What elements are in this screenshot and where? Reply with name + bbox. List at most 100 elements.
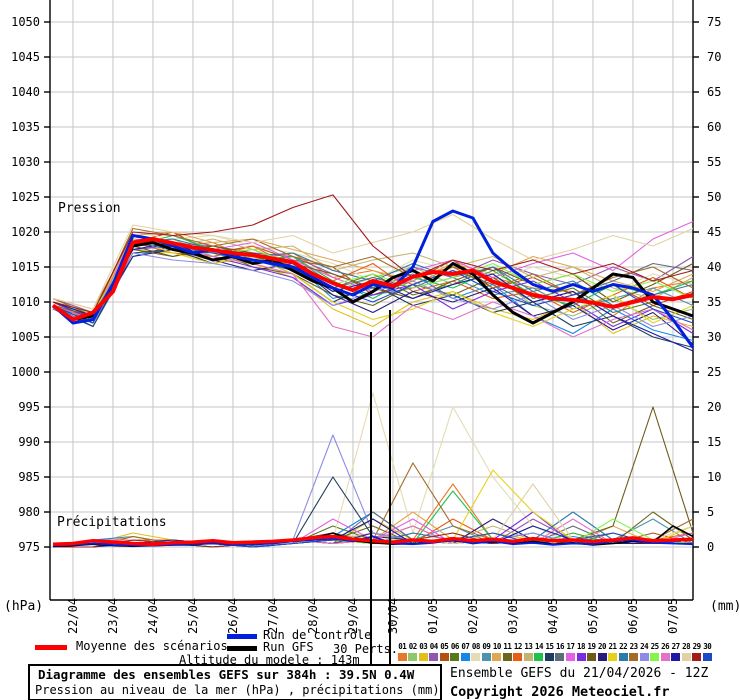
svg-text:65: 65 (707, 85, 721, 99)
member-color-swatch (692, 653, 702, 661)
svg-text:07/05: 07/05 (666, 598, 680, 634)
svg-text:55: 55 (707, 155, 721, 169)
member-number: 10 (492, 642, 502, 651)
member-cell-22: 22 (618, 642, 629, 661)
mean-pressure (51, 237, 694, 322)
svg-text:975: 975 (18, 540, 40, 554)
member-cell-01: 01 (397, 642, 408, 661)
member-number: 30 (703, 642, 712, 651)
gfs-line-swatch (227, 646, 257, 651)
member-number: 25 (650, 642, 660, 651)
member-cell-16: 16 (555, 642, 566, 661)
svg-text:Précipitations: Précipitations (57, 515, 167, 530)
member-number: 18 (577, 642, 586, 651)
svg-text:10: 10 (707, 470, 721, 484)
member-color-swatch (671, 653, 681, 661)
member-19-pressure (52, 245, 694, 317)
svg-text:0: 0 (707, 540, 714, 554)
copyright-label: Copyright 2026 Meteociel.fr (450, 684, 670, 700)
svg-text:35: 35 (707, 295, 721, 309)
member-color-swatch (471, 653, 481, 661)
svg-text:15: 15 (707, 435, 721, 449)
member-color-swatch (629, 653, 639, 661)
member-cell-13: 13 (523, 642, 534, 661)
legend-gfs-label: Run GFS (263, 640, 314, 654)
svg-text:27/04: 27/04 (266, 598, 280, 634)
member-color-swatch (566, 653, 575, 661)
member-number: 08 (471, 642, 481, 651)
svg-text:1005: 1005 (11, 330, 40, 344)
svg-text:06/05: 06/05 (626, 598, 640, 634)
member-24-precip (52, 434, 694, 548)
svg-text:25: 25 (707, 365, 721, 379)
member-cell-28: 28 (681, 642, 692, 661)
svg-text:25/04: 25/04 (186, 598, 200, 634)
svg-text:23/04: 23/04 (106, 598, 120, 634)
member-number: 19 (587, 642, 597, 651)
svg-text:(mm): (mm) (710, 599, 740, 614)
member-number: 09 (482, 642, 491, 651)
chart-title: Diagramme des ensembles GEFS sur 384h : … (38, 667, 415, 682)
forecast-range-marker-line-1 (370, 332, 372, 666)
svg-text:45: 45 (707, 225, 721, 239)
member-color-swatch (439, 653, 449, 661)
legend-mean-label: Moyenne des scénarios (76, 639, 228, 653)
svg-text:29/04: 29/04 (346, 598, 360, 634)
legend-control-label: Run de contrôle (263, 628, 372, 642)
svg-text:(hPa): (hPa) (4, 599, 43, 614)
member-color-swatch (481, 653, 491, 661)
svg-text:05/05: 05/05 (586, 598, 600, 634)
member-21-pressure (52, 238, 694, 328)
member-color-swatch (608, 653, 618, 661)
member-12-pressure (52, 241, 694, 324)
svg-text:1050: 1050 (11, 15, 40, 29)
svg-text:20: 20 (707, 400, 721, 414)
member-cell-11: 11 (502, 642, 513, 661)
member-color-swatch (660, 653, 670, 661)
member-number: 22 (619, 642, 628, 651)
svg-text:5: 5 (707, 505, 714, 519)
perts-count-label: 30 Perts. (333, 642, 399, 656)
member-color-swatch (408, 653, 418, 661)
svg-text:02/05: 02/05 (466, 598, 480, 634)
member-number: 21 (608, 642, 618, 651)
chart-subtitle: Pression au niveau de la mer (hPa) , pré… (35, 683, 440, 697)
member-number: 04 (429, 642, 439, 651)
member-28-pressure (52, 213, 694, 310)
member-cell-20: 20 (597, 642, 608, 661)
member-number: 02 (408, 642, 418, 651)
svg-text:990: 990 (18, 435, 40, 449)
member-cell-24: 24 (639, 642, 650, 661)
member-color-swatch (597, 653, 607, 661)
member-number: 24 (640, 642, 649, 651)
svg-text:40: 40 (707, 260, 721, 274)
svg-text:04/05: 04/05 (546, 598, 560, 634)
member-number: 01 (398, 642, 407, 651)
member-number: 12 (513, 642, 523, 651)
member-cell-17: 17 (565, 642, 576, 661)
svg-text:24/04: 24/04 (146, 598, 160, 634)
member-color-swatch (587, 653, 597, 661)
member-number: 15 (545, 642, 554, 651)
svg-text:1025: 1025 (11, 190, 40, 204)
member-color-swatch (513, 653, 523, 661)
member-number: 29 (692, 642, 702, 651)
member-number: 17 (566, 642, 575, 651)
run-info-label: Ensemble GEFS du 21/04/2026 - 12Z (450, 666, 709, 681)
svg-text:26/04: 26/04 (226, 598, 240, 634)
member-cell-25: 25 (649, 642, 660, 661)
member-color-swatch (544, 653, 554, 661)
member-cell-05: 05 (439, 642, 450, 661)
member-color-swatch (492, 653, 502, 661)
member-number: 05 (440, 642, 449, 651)
member-color-swatch (429, 653, 439, 661)
svg-text:995: 995 (18, 400, 40, 414)
svg-text:30: 30 (707, 330, 721, 344)
member-color-swatch (639, 653, 649, 661)
member-color-swatch (576, 653, 586, 661)
member-color-swatch (418, 653, 428, 661)
member-number: 14 (534, 642, 544, 651)
member-number: 13 (524, 642, 533, 651)
